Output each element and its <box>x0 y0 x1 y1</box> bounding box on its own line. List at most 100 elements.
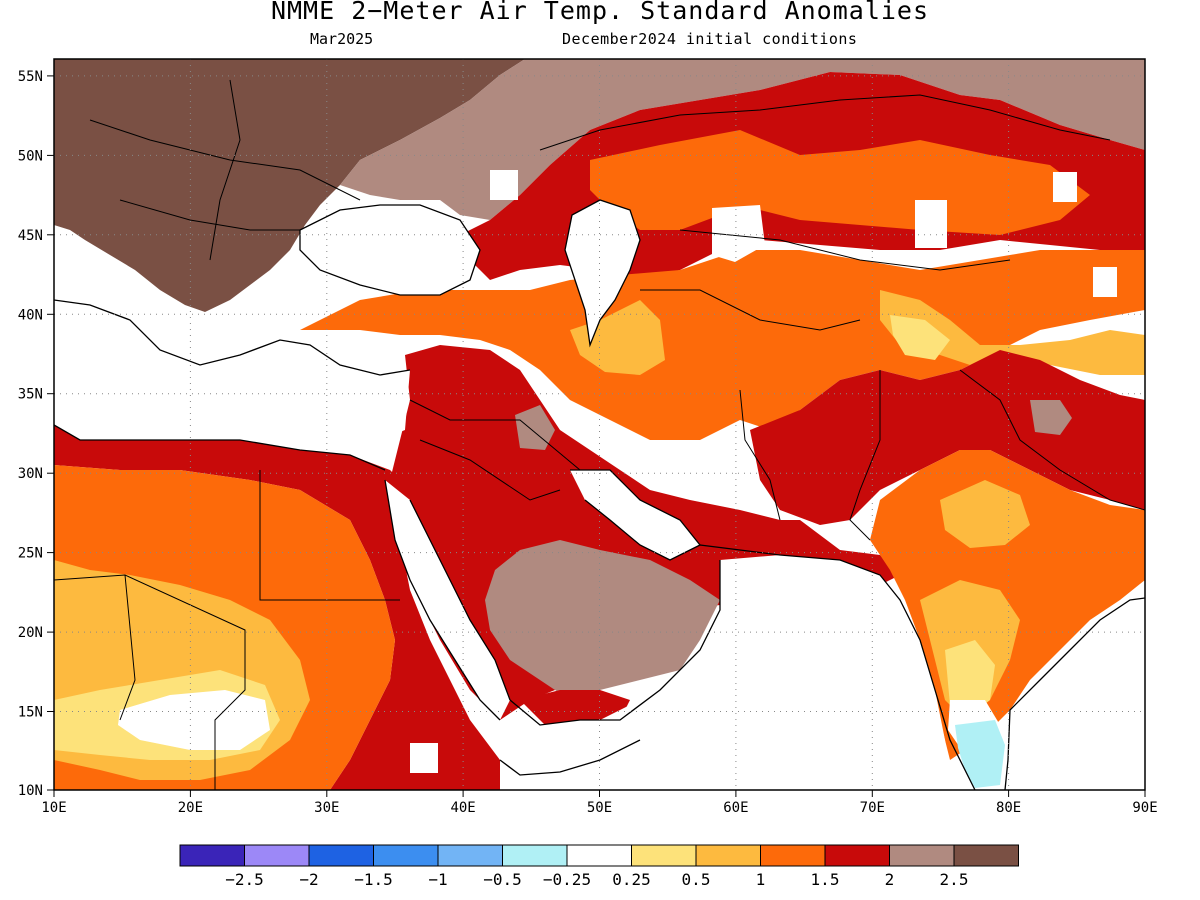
border-central-asia-1 <box>640 289 861 331</box>
x-tick-label: 70E <box>860 800 885 816</box>
y-tick-label: 25N <box>18 546 43 562</box>
y-tick-label: 30N <box>18 466 43 482</box>
y-tick-label: 15N <box>18 705 43 721</box>
caspian-sea <box>565 200 640 345</box>
x-tick-label: 10E <box>41 800 66 816</box>
region-tibet-light-brown <box>1030 400 1072 435</box>
coast-red-sea-east <box>409 499 511 701</box>
border-iran-afghan <box>739 389 781 521</box>
region-middle-east-orange <box>300 250 1145 440</box>
region-arabia-light-brown <box>485 540 720 700</box>
y-tick-label: 40N <box>18 307 43 323</box>
x-tick-label: 30E <box>314 800 339 816</box>
colorbar-swatch <box>695 844 761 867</box>
region-north-africa-dark-red <box>54 425 500 790</box>
lake-victoria-region <box>410 743 438 773</box>
initial-conditions: December2024 initial conditions <box>562 30 858 48</box>
y-tick-label: 50N <box>18 148 43 164</box>
coastlines <box>54 199 1145 790</box>
colorbar-label: 2 <box>885 870 895 889</box>
border-middle-east-2 <box>419 439 561 501</box>
x-tick-label: 90E <box>1132 800 1157 816</box>
y-axis-labels: 55N 50N 45N 40N 35N 30N 25N 20N 15N 10N <box>18 69 43 799</box>
coast-mediterranean-north <box>54 299 411 376</box>
x-tick-label: 50E <box>587 800 612 816</box>
region-himalaya-yellow <box>880 290 1145 375</box>
page-title: NMME 2−Meter Air Temp. Standard Anomalie… <box>270 0 930 25</box>
red-sea <box>385 480 510 720</box>
colorbar-label: −2 <box>299 870 318 889</box>
x-axis-labels: 10E 20E 30E 40E 50E 60E 70E 80E 90E <box>41 800 1157 816</box>
colorbar-swatch <box>631 844 697 867</box>
aral-sea <box>712 205 765 262</box>
region-india-south-yellow <box>945 640 995 715</box>
persian-gulf <box>570 470 700 560</box>
border-middle-east-1 <box>409 399 581 471</box>
lake-issyk-kul <box>1093 267 1117 297</box>
colorbar-swatch <box>179 844 245 867</box>
coast-caspian <box>564 199 641 348</box>
colorbar-swatch <box>437 844 503 867</box>
x-tick-label: 20E <box>178 800 203 816</box>
region-sahel-white <box>118 690 270 750</box>
borders <box>54 79 1145 790</box>
lake-balkhash <box>915 200 947 248</box>
border-africa-3 <box>119 574 136 721</box>
colorbar-label: −0.5 <box>483 870 522 889</box>
colorbar-swatch <box>308 844 374 867</box>
border-europe-1 <box>89 119 361 201</box>
x-tick-label: 80E <box>996 800 1021 816</box>
border-europe-2 <box>119 199 300 231</box>
y-tick-label: 10N <box>18 783 43 799</box>
x-tick-label: 40E <box>450 800 475 816</box>
colorbar-label: −0.25 <box>543 870 591 889</box>
tick-marks <box>47 75 1146 797</box>
colorbar-swatch <box>760 844 826 867</box>
border-europe-3 <box>209 79 241 261</box>
lake-siberia <box>1053 172 1077 202</box>
border-africa-2 <box>54 574 246 790</box>
bay-of-bengal <box>1005 598 1145 790</box>
region-eastern-europe-light-brown <box>340 59 1145 220</box>
coast-red-sea-west <box>384 479 501 721</box>
colorbar-label: 1.5 <box>811 870 840 889</box>
colorbar-swatch <box>566 844 632 867</box>
region-yemen-dark-red <box>520 690 630 725</box>
forecast-month: Mar2025 <box>310 30 374 48</box>
colorbar-label: 1 <box>756 870 766 889</box>
region-sri-lanka-cyan <box>955 720 1005 788</box>
x-tick-label: 60E <box>723 800 748 816</box>
colorbar-label: −1.5 <box>354 870 393 889</box>
region-caspian-yellow <box>570 300 665 375</box>
colorbar-swatch <box>502 844 568 867</box>
mediterranean-sea <box>54 300 410 455</box>
region-iraq-light-brown <box>515 405 555 450</box>
border-central-asia-2 <box>679 229 1011 271</box>
coast-north-africa <box>54 424 386 471</box>
coast-black-sea <box>299 204 481 296</box>
y-tick-label: 55N <box>18 69 43 85</box>
y-tick-label: 45N <box>18 228 43 244</box>
coast-iran-pakistan <box>699 544 976 790</box>
border-india-china <box>959 369 1145 511</box>
coast-india-east <box>1004 597 1145 790</box>
coast-horn-of-africa <box>499 739 641 776</box>
colorbar-label: 2.5 <box>940 870 969 889</box>
colorbar-label: −1 <box>428 870 447 889</box>
colorbar-swatch <box>244 844 310 867</box>
colorbar: −2.5 −2 −1.5 −1 −0.5 −0.25 0.25 0.5 1 1.5 2 2.5 <box>179 844 1019 889</box>
colorbar-label: −2.5 <box>225 870 264 889</box>
colorbar-swatch <box>953 844 1019 867</box>
colorbar-swatch <box>889 844 955 867</box>
anomaly-map <box>54 59 1145 790</box>
border-kazakh-russia <box>539 94 1111 151</box>
region-iran-dark-red <box>750 350 1145 525</box>
colorbar-swatch <box>373 844 439 867</box>
region-india-central-light-orange <box>940 480 1030 548</box>
region-himalaya-pale-yellow <box>890 315 950 360</box>
y-tick-label: 35N <box>18 387 43 403</box>
colorbar-label: 0.25 <box>612 870 651 889</box>
border-pakistan-india <box>849 370 881 541</box>
y-tick-label: 20N <box>18 625 43 641</box>
